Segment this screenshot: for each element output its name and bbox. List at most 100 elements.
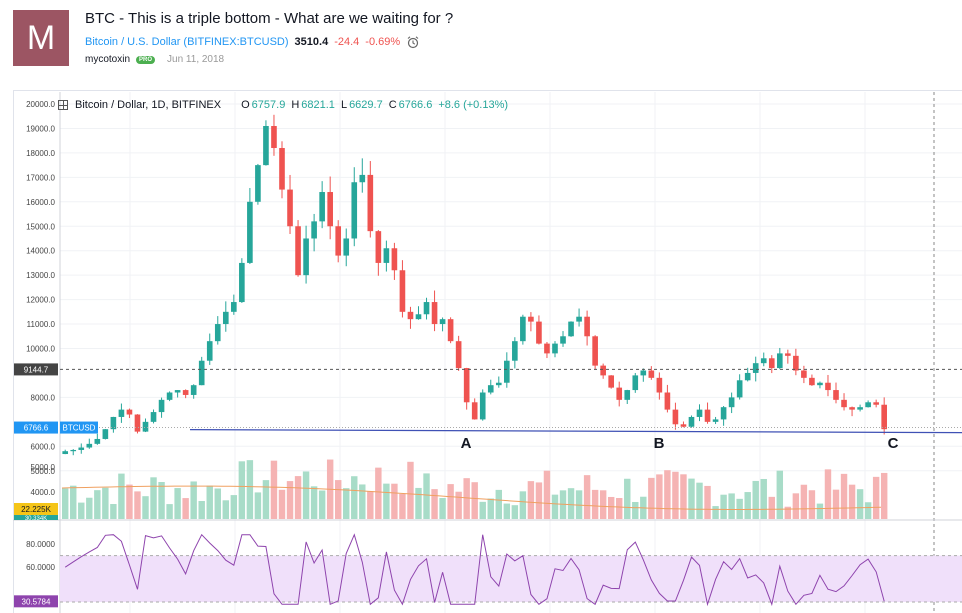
volume-moving-average [61,485,882,510]
volume-bar [222,500,230,519]
candle-body [648,370,655,378]
symbol-change: -24.4 [334,36,360,48]
volume-bar [86,497,93,519]
volume-bar [334,480,342,519]
annotation-c: C [888,435,899,452]
symbol-link[interactable]: Bitcoin / U.S. Dollar (BITFINEX:BTCUSD) [85,36,289,48]
candle-body [640,370,647,376]
rsi-tag-background [14,595,58,608]
volume-bar [543,470,551,519]
y-tick-label: 10000.0 [26,345,55,354]
candle-body [809,377,815,386]
volume-bar [848,484,856,519]
volume-bar [198,500,205,519]
candle-body [656,377,663,393]
candle-body [833,390,839,400]
candle-body [520,316,526,342]
rsi-tag-label: 30.5784 [22,597,51,606]
rsi-tick-label: 60.0000 [26,563,55,572]
chart-area[interactable] [13,90,962,613]
candle-body [768,358,775,369]
candle-body [86,443,93,448]
candle-body [479,392,486,420]
candle-body [407,311,414,320]
volume-bar [294,476,302,519]
volume-bar [270,460,278,519]
volume-bar [728,493,735,519]
rsi-band [60,555,962,602]
volume-bar [591,489,599,519]
candle-body [431,302,438,325]
volume-bar [214,488,221,519]
candle-body [439,319,446,325]
legend-close-label: C [388,99,397,111]
expand-icon[interactable] [58,100,68,110]
candle-body [881,404,887,430]
volume-bar [744,492,751,519]
symbol-row: Bitcoin / U.S. Dollar (BITFINEX:BTCUSD) … [85,35,420,49]
candle-body [616,387,623,400]
candle-body [584,316,590,337]
candle-body [857,407,863,410]
candle-body [825,382,831,391]
idea-header: M BTC - This is a triple bottom - What a… [0,0,962,88]
candle-body [632,375,639,391]
volume-bar [166,504,173,519]
candle-body [62,451,69,455]
volume-bar [736,498,743,519]
candle-body [303,238,309,276]
volume-bar [527,481,535,519]
candle-body [817,382,823,386]
candle-body [327,192,333,227]
volume-tick-label: 4000.0 [31,488,56,497]
volume-bar [343,488,350,519]
candle-body [94,438,101,444]
candle-body [391,248,398,271]
legend-open-label: O [241,99,250,111]
candle-body [785,353,791,356]
volume-bar [118,473,125,519]
volume-bar [246,460,254,519]
volume-bar [174,488,181,519]
candle-body [351,182,358,239]
candle-body [231,302,237,312]
candle-body [712,419,719,422]
volume-bar [278,489,286,519]
candle-body [463,368,470,403]
price-tag-background [14,363,58,376]
volume-bar [864,502,872,519]
alarm-clock-icon[interactable] [406,35,420,49]
publish-date: Jun 11, 2018 [167,54,225,65]
volume-bar [567,488,575,519]
symbol-tag-label: BTCUSD [63,424,96,433]
volume-bar [519,491,527,519]
idea-title[interactable]: BTC - This is a triple bottom - What are… [85,10,454,27]
author-name[interactable]: mycotoxin [85,54,131,65]
volume-bar [447,484,454,519]
candle-body [865,402,871,408]
volume-bar [254,492,262,519]
candle-body [343,238,350,256]
legend-change: +8.6 (+0.13%) [438,99,509,111]
candle-body [536,321,542,344]
volume-bar [672,471,679,519]
volume-bar [599,490,607,519]
author-avatar[interactable]: M [13,10,69,66]
symbol-price: 3510.4 [294,36,329,48]
candle-body [471,402,478,420]
volume-bar [840,473,848,519]
candle-body [118,409,125,417]
legend-high-label: H [291,99,300,111]
volume-bar [720,494,727,519]
volume-bar [190,481,197,519]
candle-body [664,392,671,410]
candle-body [576,316,582,322]
volume-bar [439,498,446,519]
annotation-b: B [654,435,665,452]
volume-bar [535,482,543,519]
candle-body [319,192,325,222]
candle-body [78,447,85,450]
volume-bar [607,496,615,519]
candle-body [560,336,566,344]
